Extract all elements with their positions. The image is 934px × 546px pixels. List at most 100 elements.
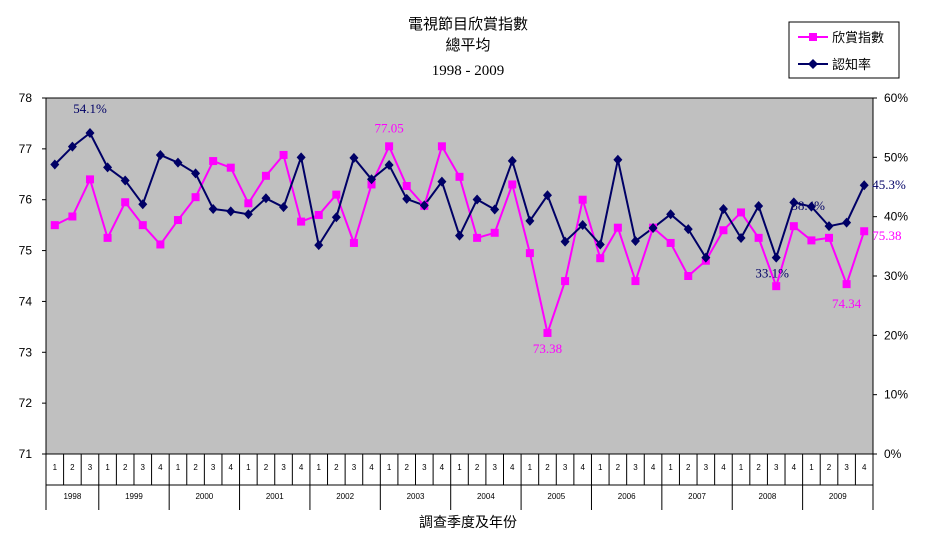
awareness-point (384, 160, 394, 171)
year-label: 2001 (266, 492, 284, 501)
awareness-point (789, 197, 799, 208)
quarter-label: 4 (369, 463, 374, 472)
quarter-label: 3 (88, 463, 93, 472)
index-point (349, 238, 358, 247)
quarter-label: 2 (616, 463, 621, 472)
awareness-point (243, 209, 253, 220)
awareness-point (419, 200, 429, 211)
quarter-label: 1 (246, 463, 251, 472)
year-label: 2002 (336, 492, 354, 501)
index-point (279, 150, 288, 159)
awareness-point (85, 128, 95, 139)
quarter-label: 2 (264, 463, 269, 472)
awareness-point (648, 222, 658, 233)
awareness-point (842, 217, 852, 228)
index-point (719, 226, 728, 235)
y-tick-label: 74 (19, 294, 33, 308)
quarter-label: 4 (229, 463, 234, 472)
index-point (121, 198, 130, 207)
data-annotation: 75.38 (872, 228, 901, 243)
awareness-point (120, 175, 130, 186)
data-annotation: 54.1% (73, 101, 107, 116)
y-tick-label: 75 (19, 244, 33, 258)
quarter-label: 1 (739, 463, 744, 472)
quarter-label: 3 (704, 463, 709, 472)
year-label: 2000 (195, 492, 213, 501)
quarter-label: 1 (387, 463, 392, 472)
legend: 欣賞指數 認知率 (788, 21, 900, 79)
quarter-label: 3 (563, 463, 568, 472)
index-point (455, 172, 464, 181)
index-point (138, 221, 147, 230)
data-annotation: 45.3% (872, 177, 906, 192)
index-point (631, 277, 640, 286)
awareness-point (560, 236, 570, 247)
axes: 71 72 73 74 75 76 77 78 0% 10% 20% 30% 40% 50% 60% (19, 91, 909, 461)
y-tick-label: 76 (19, 193, 33, 207)
year-label: 2004 (477, 492, 495, 501)
quarter-label: 2 (827, 463, 832, 472)
data-annotation: 33.1% (755, 266, 789, 281)
index-point (754, 233, 763, 242)
index-point (314, 210, 323, 219)
awareness-point (824, 221, 834, 232)
quarter-label: 4 (580, 463, 585, 472)
index-point (191, 193, 200, 202)
index-point (490, 228, 499, 237)
index-point (68, 212, 77, 221)
legend-marker-awareness (808, 59, 818, 69)
year-label: 2003 (407, 492, 425, 501)
awareness-point (630, 235, 640, 246)
awareness-point (349, 152, 359, 163)
y2-tick-label: 20% (884, 328, 908, 342)
y-tick-label: 77 (19, 142, 33, 156)
y2-tick-label: 30% (884, 269, 908, 283)
y2-tick-label: 50% (884, 150, 908, 164)
index-point (156, 240, 165, 249)
awareness-point (173, 157, 183, 168)
awareness-point (595, 239, 605, 250)
awareness-point (314, 240, 324, 251)
awareness-point (736, 233, 746, 244)
index-point (473, 233, 482, 242)
awareness-point (279, 202, 289, 213)
quarter-label: 1 (528, 463, 533, 472)
year-label: 2005 (547, 492, 565, 501)
awareness-point (437, 176, 447, 187)
index-point (85, 175, 94, 184)
quarter-label: 2 (334, 463, 339, 472)
year-label: 2006 (618, 492, 636, 501)
quarter-label: 2 (756, 463, 761, 472)
y2-tick-label: 0% (884, 447, 902, 461)
quarter-label: 4 (440, 463, 445, 472)
awareness-point (683, 224, 693, 235)
quarter-label: 1 (176, 463, 181, 472)
index-point (789, 222, 798, 231)
awareness-point (402, 193, 412, 204)
year-label: 1998 (63, 492, 81, 501)
quarter-label: 3 (633, 463, 638, 472)
quarter-label: 4 (651, 463, 656, 472)
awareness-point (771, 252, 781, 263)
y-tick-label: 72 (19, 396, 33, 410)
annotations: 54.1% 77.05 73.38 45.3% 38.4% 75.38 33.1% 74.34 (73, 101, 906, 356)
legend-label-index: 欣賞指數 (832, 31, 884, 46)
awareness-point (613, 154, 623, 165)
awareness-point (331, 212, 341, 223)
data-annotation: 38.4% (791, 198, 825, 213)
quarter-label: 2 (686, 463, 691, 472)
index-point (613, 223, 622, 232)
quarter-label: 4 (862, 463, 867, 472)
chart-period: 1998 - 2009 (432, 63, 505, 79)
index-point (737, 208, 746, 217)
awareness-point (67, 141, 77, 152)
quarter-label: 1 (809, 463, 814, 472)
quarter-label: 3 (141, 463, 146, 472)
index-point (297, 217, 306, 226)
index-point (385, 142, 394, 151)
y2-tick-label: 60% (884, 91, 908, 105)
awareness-point (490, 204, 500, 215)
index-point (596, 254, 605, 263)
awareness-point (701, 252, 711, 263)
